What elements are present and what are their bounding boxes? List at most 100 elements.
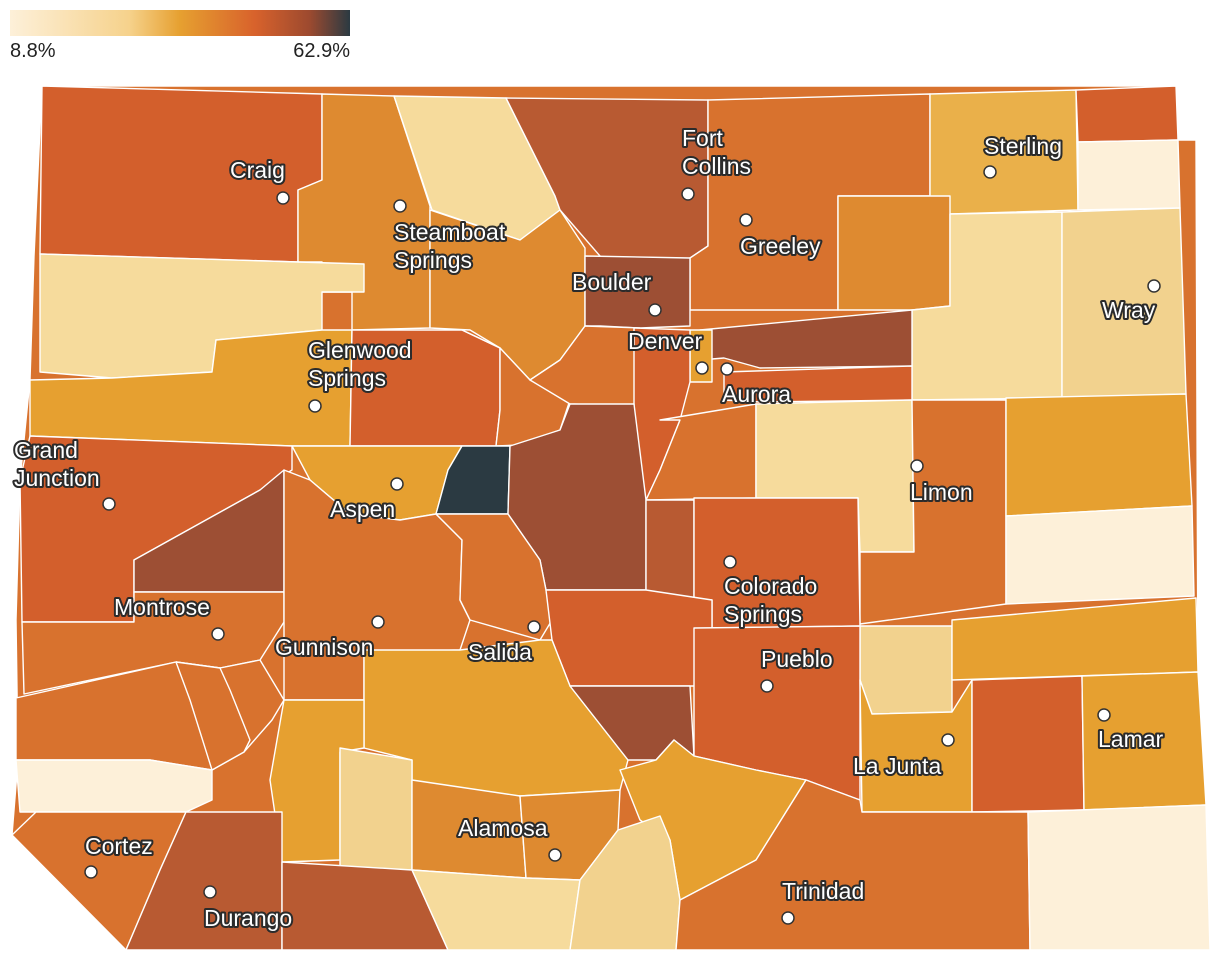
city-cortez[interactable]: Cortez — [83, 831, 155, 879]
city-marker[interactable] — [723, 555, 737, 569]
city-label: Pueblo — [761, 646, 833, 672]
city-marker[interactable] — [1097, 708, 1111, 722]
city-label: Cortez — [85, 833, 153, 859]
city-label: Lamar — [1098, 726, 1164, 752]
city-label: Montrose — [114, 594, 210, 620]
city-label: Glenwood — [308, 337, 412, 363]
county-teller[interactable] — [645, 499, 695, 601]
city-denver[interactable]: Denver — [626, 326, 709, 375]
city-marker[interactable] — [760, 679, 774, 693]
city-label: Aspen — [330, 496, 395, 522]
city-marker[interactable] — [527, 620, 541, 634]
city-marker[interactable] — [781, 911, 795, 925]
city-marker[interactable] — [720, 362, 734, 376]
city-marker[interactable] — [941, 733, 955, 747]
city-label: Gunnison — [275, 634, 373, 660]
county-montrose[interactable] — [21, 591, 285, 695]
city-label: Greeley — [740, 233, 821, 259]
county-morgan[interactable] — [837, 195, 951, 311]
city-label: Wray — [1102, 297, 1156, 323]
city-label: Craig — [230, 157, 285, 183]
county-layer — [11, 85, 1211, 951]
city-marker[interactable] — [371, 615, 385, 629]
city-label: Limon — [910, 479, 973, 505]
legend-max-label: 62.9% — [293, 40, 350, 62]
city-montrose[interactable]: Montrose — [112, 592, 225, 641]
city-marker[interactable] — [102, 497, 116, 511]
city-marker[interactable] — [648, 303, 662, 317]
city-marker[interactable] — [84, 865, 98, 879]
city-label: Denver — [628, 328, 702, 354]
city-label: Salida — [468, 639, 532, 665]
city-label: Colorado — [724, 573, 817, 599]
city-label: Junction — [14, 465, 100, 491]
city-gunnison[interactable]: Gunnison — [273, 615, 385, 662]
county-fremont[interactable] — [545, 589, 713, 687]
city-marker[interactable] — [393, 199, 407, 213]
city-label: Boulder — [572, 269, 652, 295]
city-aurora[interactable]: Aurora — [720, 362, 793, 409]
city-sterling[interactable]: Sterling — [982, 131, 1064, 179]
county-hinsdale[interactable] — [175, 661, 251, 771]
city-label: Collins — [682, 153, 751, 179]
city-lamar[interactable]: Lamar — [1096, 708, 1166, 754]
city-marker[interactable] — [203, 885, 217, 899]
county-rio-grande[interactable] — [339, 747, 413, 871]
city-trinidad[interactable]: Trinidad — [780, 876, 866, 925]
city-label: Springs — [308, 365, 386, 391]
city-salida[interactable]: Salida — [466, 620, 541, 667]
city-alamosa[interactable]: Alamosa — [456, 813, 562, 862]
city-label: Alamosa — [458, 815, 548, 841]
city-label: Durango — [204, 905, 292, 931]
city-label: Steamboat — [394, 219, 506, 245]
city-marker[interactable] — [276, 191, 290, 205]
city-durango[interactable]: Durango — [202, 885, 294, 933]
legend-min-label: 8.8% — [10, 40, 56, 62]
color-legend: 8.8% 62.9% — [10, 10, 350, 62]
city-label: Fort — [682, 125, 724, 151]
city-craig[interactable]: Craig — [228, 155, 290, 205]
county-chaffee[interactable] — [435, 513, 553, 641]
city-label: La Junta — [853, 753, 941, 779]
city-la-junta[interactable]: La Junta — [851, 733, 955, 781]
county-dolores-sanjuan[interactable] — [15, 759, 213, 813]
city-marker[interactable] — [390, 477, 404, 491]
legend-gradient-bar — [10, 10, 350, 36]
city-marker[interactable] — [983, 165, 997, 179]
city-marker[interactable] — [308, 399, 322, 413]
city-pueblo[interactable]: Pueblo — [759, 644, 835, 693]
county-kit-carson[interactable] — [1005, 393, 1193, 517]
county-arapahoe[interactable] — [723, 365, 913, 403]
city-marker[interactable] — [548, 848, 562, 862]
city-label: Springs — [724, 601, 802, 627]
county-cheyenne[interactable] — [1005, 505, 1195, 605]
county-baca[interactable] — [1027, 804, 1211, 951]
city-limon[interactable]: Limon — [908, 459, 975, 507]
city-marker[interactable] — [695, 361, 709, 375]
city-boulder[interactable]: Boulder — [570, 267, 662, 317]
city-label: Aurora — [722, 381, 791, 407]
city-layer: CraigSteamboatSpringsFortCollinsGreeleyS… — [12, 123, 1166, 933]
city-marker[interactable] — [211, 627, 225, 641]
city-label: Springs — [394, 247, 472, 273]
city-marker[interactable] — [681, 187, 695, 201]
county-bent[interactable] — [971, 675, 1085, 813]
city-greeley[interactable]: Greeley — [738, 213, 823, 261]
county-crowley[interactable] — [859, 625, 953, 715]
county-logan[interactable] — [929, 89, 1079, 215]
county-costilla[interactable] — [569, 815, 681, 951]
city-marker[interactable] — [739, 213, 753, 227]
city-label: Trinidad — [782, 878, 864, 904]
city-aspen[interactable]: Aspen — [328, 477, 404, 524]
city-wray[interactable]: Wray — [1100, 279, 1161, 325]
city-label: Sterling — [984, 133, 1062, 159]
city-marker[interactable] — [910, 459, 924, 473]
city-marker[interactable] — [1147, 279, 1161, 293]
county-phillips[interactable] — [1077, 139, 1181, 211]
county-sedgwick[interactable] — [1075, 85, 1179, 143]
